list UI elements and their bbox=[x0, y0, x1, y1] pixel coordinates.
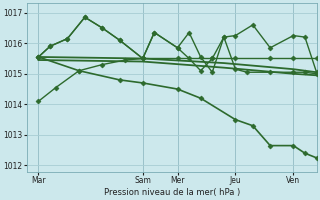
X-axis label: Pression niveau de la mer( hPa ): Pression niveau de la mer( hPa ) bbox=[104, 188, 240, 197]
